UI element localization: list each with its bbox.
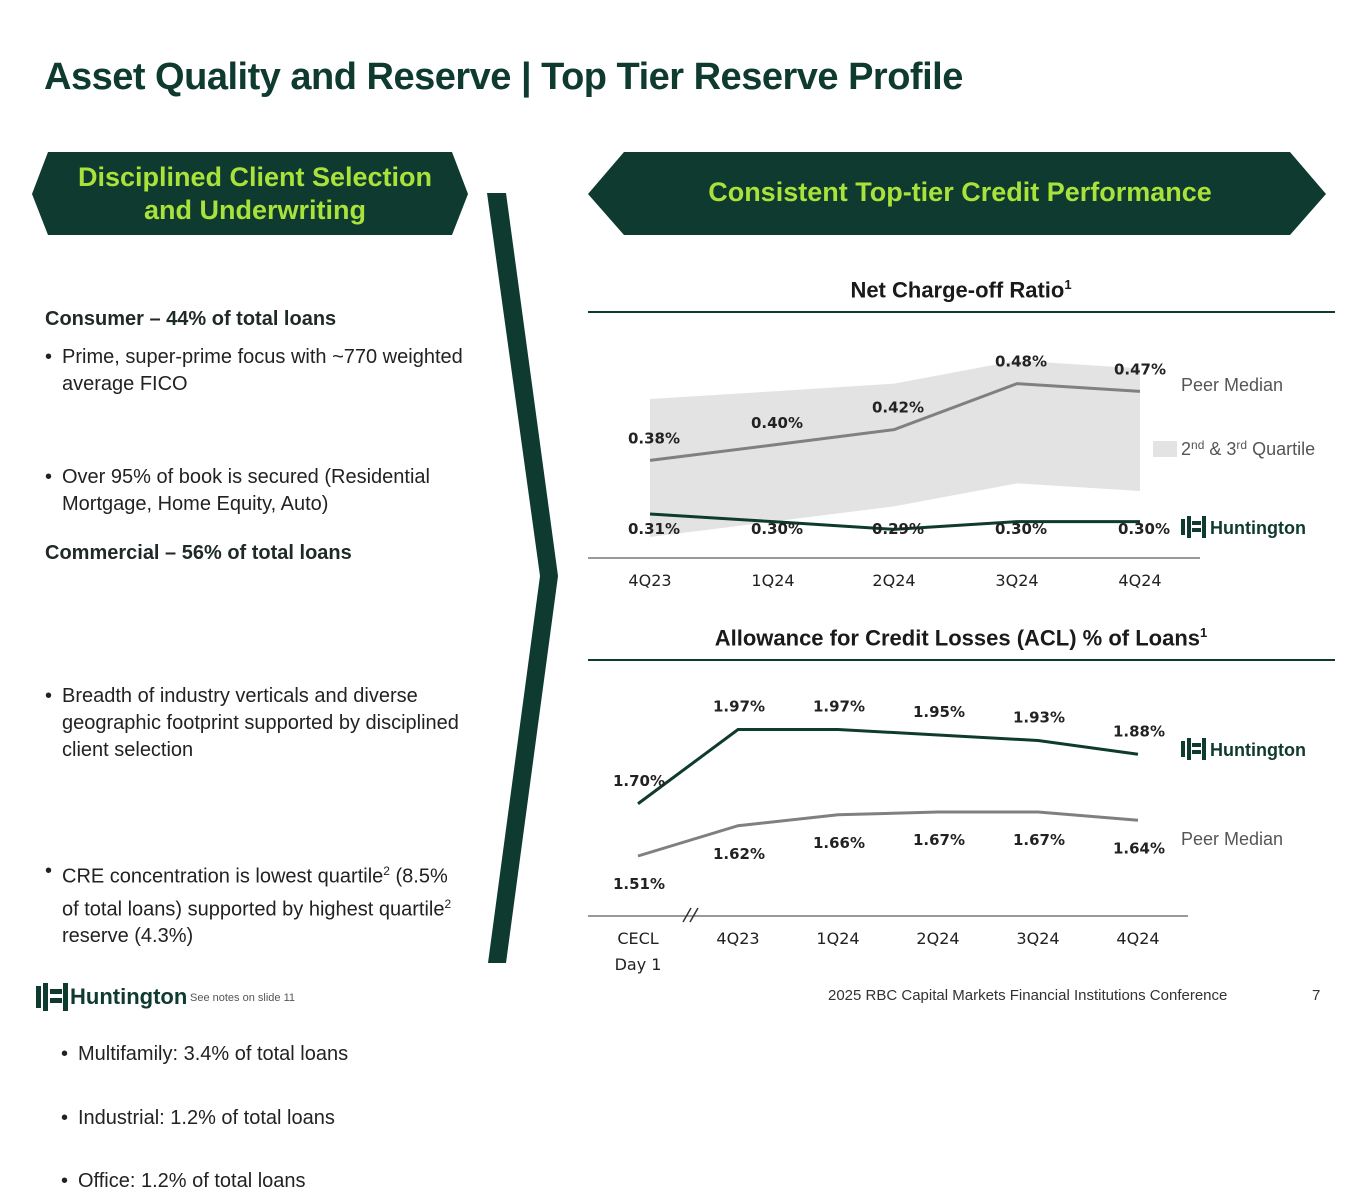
nco-x-tick-label: 4Q23 [628, 571, 671, 590]
acl-huntington-data-label: 1.97% [813, 698, 865, 716]
nco-peer-data-label: 0.38% [628, 429, 680, 447]
acl-huntington-data-label: 1.95% [913, 703, 965, 721]
legend-huntington-nco-text: Huntington [1210, 518, 1306, 538]
nco-chart-title: Net Charge-off Ratio1 [588, 277, 1334, 303]
acl-huntington-data-label: 1.97% [713, 698, 765, 716]
acl-x-tick-label: 1Q24 [816, 929, 859, 948]
nco-title-rule [588, 311, 1335, 313]
acl-peer-data-label: 1.62% [713, 845, 765, 863]
consumer-heading: Consumer – 44% of total loans [45, 308, 337, 330]
sub-bullet-multifamily: Multifamily: 3.4% of total loans [45, 1041, 498, 1068]
legend-huntington-acl-icon [1187, 738, 1191, 760]
legend-huntington-nco-icon [1192, 521, 1201, 525]
quartile-band [650, 360, 1140, 537]
acl-huntington-data-label: 1.93% [1013, 709, 1065, 727]
acl-peer-data-label: 1.51% [613, 875, 665, 893]
acl-x-tick-label: 4Q24 [1116, 929, 1159, 948]
nco-x-tick-label: 2Q24 [872, 571, 915, 590]
legend-quartile-part: Quartile [1247, 439, 1315, 459]
nco-title-text: Net Charge-off Ratio [850, 277, 1065, 303]
acl-huntington-line [637, 728, 1139, 805]
nco-x-tick-label: 3Q24 [995, 571, 1038, 590]
legend-peer-median: Peer Median [1181, 829, 1283, 849]
acl-x-tick-label: 4Q23 [716, 929, 759, 948]
footer-notes: See notes on slide 11 [190, 992, 295, 1004]
legend-quartile-part: 2 [1181, 439, 1191, 459]
page-number: 7 [1312, 987, 1321, 1004]
acl-x-tick-label: Day 1 [615, 955, 662, 974]
legend-quartile-label: 2nd & 3rd Quartile [1181, 438, 1315, 459]
left-banner-shape [32, 152, 468, 235]
footer-logo-text: Huntington [70, 984, 188, 1009]
acl-peer-data-label: 1.66% [813, 834, 865, 852]
legend-huntington-acl-text: Huntington [1210, 740, 1306, 760]
nco-peer-data-label: 0.48% [995, 353, 1047, 371]
huntington-logo-icon [36, 983, 68, 1011]
consumer-bullet-2: Over 95% of book is secured (Residential… [45, 464, 462, 518]
left-banner-line2: and Underwriting [144, 195, 366, 225]
commercial-bullet-2: CRE concentration is lowest quartile2 (8… [45, 858, 462, 950]
nco-peer-median-line [649, 382, 1141, 462]
cre-text-b: (8.5% of total loans) supported by highe… [62, 865, 448, 921]
nco-huntington-line [649, 512, 1140, 531]
right-banner-title: Consistent Top-tier Credit Performance [708, 177, 1212, 207]
footnote-2: 2 [383, 864, 390, 878]
nco-huntington-data-label: 0.31% [628, 520, 680, 538]
cre-text-a: CRE concentration is lowest quartile [62, 865, 384, 888]
left-banner-line1: Disciplined Client Selection [77, 162, 433, 192]
acl-peer-median-line [637, 810, 1139, 858]
nco-huntington-data-label: 0.30% [995, 520, 1047, 538]
legend-huntington-nco-icon [1192, 528, 1201, 532]
charts-canvas: 0.38% 0.40% 0.42% 0.48% 0.47% 0.31% 0.30% 0.29%… [588, 353, 1315, 974]
nco-peer-data-label: 0.47% [1114, 360, 1166, 378]
acl-peer-data-label: 1.67% [1013, 831, 1065, 849]
footnote-1: 1 [1064, 277, 1072, 292]
legend-quartile-part: & 3 [1204, 439, 1236, 459]
footnote-2: 2 [444, 896, 452, 911]
right-banner-shape [588, 152, 1326, 235]
footer-conference: 2025 RBC Capital Markets Financial Insti… [828, 987, 1228, 1004]
chevron-divider [487, 193, 558, 963]
legend-peer-median: Peer Median [1181, 375, 1283, 395]
legend-huntington-nco-icon [1202, 516, 1206, 538]
acl-chart-title: Allowance for Credit Losses (ACL) % of L… [588, 625, 1334, 651]
legend-quartile-part: rd [1236, 438, 1247, 452]
legend-quartile-swatch [1153, 441, 1177, 457]
legend-quartile-part: nd [1191, 438, 1204, 452]
acl-peer-data-label: 1.64% [1113, 839, 1165, 857]
acl-huntington-data-label: 1.88% [1113, 722, 1165, 740]
nco-huntington-data-label: 0.30% [1118, 520, 1170, 538]
legend-huntington-acl-icon [1192, 750, 1201, 754]
acl-axis-break [689, 907, 699, 923]
nco-peer-data-label: 0.42% [872, 399, 924, 417]
left-banner-title: Disciplined Client Selection and Underwr… [50, 161, 460, 227]
page-title: Asset Quality and Reserve | Top Tier Res… [44, 56, 963, 98]
nco-huntington-data-label: 0.30% [751, 520, 803, 538]
legend-huntington-nco-icon [1187, 516, 1191, 538]
nco-x-tick-label: 4Q24 [1118, 571, 1161, 590]
nco-x-tick-label: 1Q24 [751, 571, 794, 590]
legend-huntington-acl-icon [1181, 741, 1185, 757]
acl-x-tick-label: CECL [617, 929, 658, 948]
acl-title-rule [588, 659, 1335, 661]
legend-huntington-nco-icon [1181, 519, 1185, 535]
legend-huntington-acl-icon [1192, 743, 1201, 747]
commercial-bullet-1: Breadth of industry verticals and divers… [45, 683, 482, 764]
nco-huntington-data-label: 0.29% [872, 520, 924, 538]
cre-text-c: reserve (4.3%) [62, 925, 194, 948]
acl-peer-data-label: 1.67% [913, 831, 965, 849]
sub-bullet-office: Office: 1.2% of total loans [45, 1168, 498, 1195]
consumer-bullet-1: Prime, super-prime focus with ~770 weigh… [45, 344, 482, 398]
footnote-1: 1 [1200, 625, 1208, 640]
commercial-heading: Commercial – 56% of total loans [45, 542, 352, 564]
acl-title-text: Allowance for Credit Losses (ACL) % of L… [714, 625, 1201, 651]
acl-huntington-data-label: 1.70% [613, 772, 665, 790]
acl-x-tick-label: 3Q24 [1016, 929, 1059, 948]
sub-bullet-industrial: Industrial: 1.2% of total loans [45, 1105, 498, 1132]
acl-x-tick-label: 2Q24 [916, 929, 959, 948]
legend-huntington-acl-icon [1202, 738, 1206, 760]
nco-peer-data-label: 0.40% [751, 414, 803, 432]
acl-axis-break [682, 907, 692, 923]
